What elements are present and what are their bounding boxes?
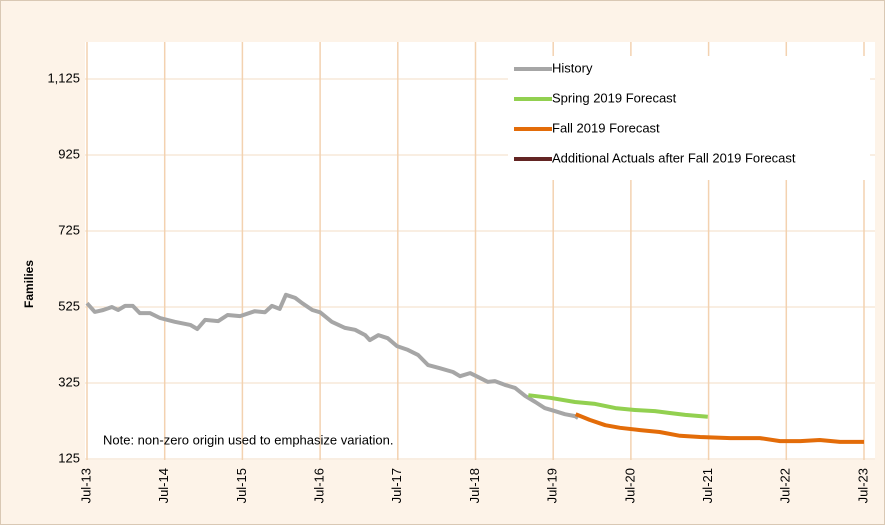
legend-label: Additional Actuals after Fall 2019 Forec… bbox=[552, 150, 796, 165]
x-tick-label: Jul-13 bbox=[78, 468, 93, 503]
legend-label: History bbox=[552, 60, 593, 75]
x-tick-label: Jul-22 bbox=[778, 468, 793, 503]
grid bbox=[85, 42, 875, 460]
x-tick-label: Jul-19 bbox=[545, 468, 560, 503]
x-tick-label: Jul-18 bbox=[467, 468, 482, 503]
series-line bbox=[574, 412, 864, 444]
y-tick-label: 1,125 bbox=[47, 70, 80, 85]
legend-box bbox=[508, 56, 870, 180]
x-tick-label: Jul-20 bbox=[622, 468, 637, 503]
y-tick-label: 325 bbox=[58, 374, 80, 389]
y-tick-label: 925 bbox=[58, 146, 80, 161]
legend-label: Fall 2019 Forecast bbox=[552, 120, 660, 135]
y-tick-label: 525 bbox=[58, 298, 80, 313]
x-tick-label: Jul-16 bbox=[312, 468, 327, 503]
series-line bbox=[85, 292, 580, 420]
x-tick-label: Jul-14 bbox=[156, 468, 171, 503]
legend: History Spring 2019 Forecast Fall 2019 For… bbox=[514, 60, 796, 165]
series-line bbox=[528, 393, 708, 419]
y-axis-label: Families bbox=[22, 260, 36, 308]
x-tick-label: Jul-15 bbox=[234, 468, 249, 503]
x-tick-label: Jul-23 bbox=[855, 468, 870, 503]
y-tick-label: 125 bbox=[58, 450, 80, 465]
lines bbox=[85, 292, 864, 444]
x-tick-label: Jul-17 bbox=[389, 468, 404, 503]
note: Note: non-zero origin used to emphasize … bbox=[103, 432, 394, 447]
legend-label: Spring 2019 Forecast bbox=[552, 90, 677, 105]
y-tick-label: 725 bbox=[58, 222, 80, 237]
x-tick-label: Jul-21 bbox=[700, 468, 715, 503]
